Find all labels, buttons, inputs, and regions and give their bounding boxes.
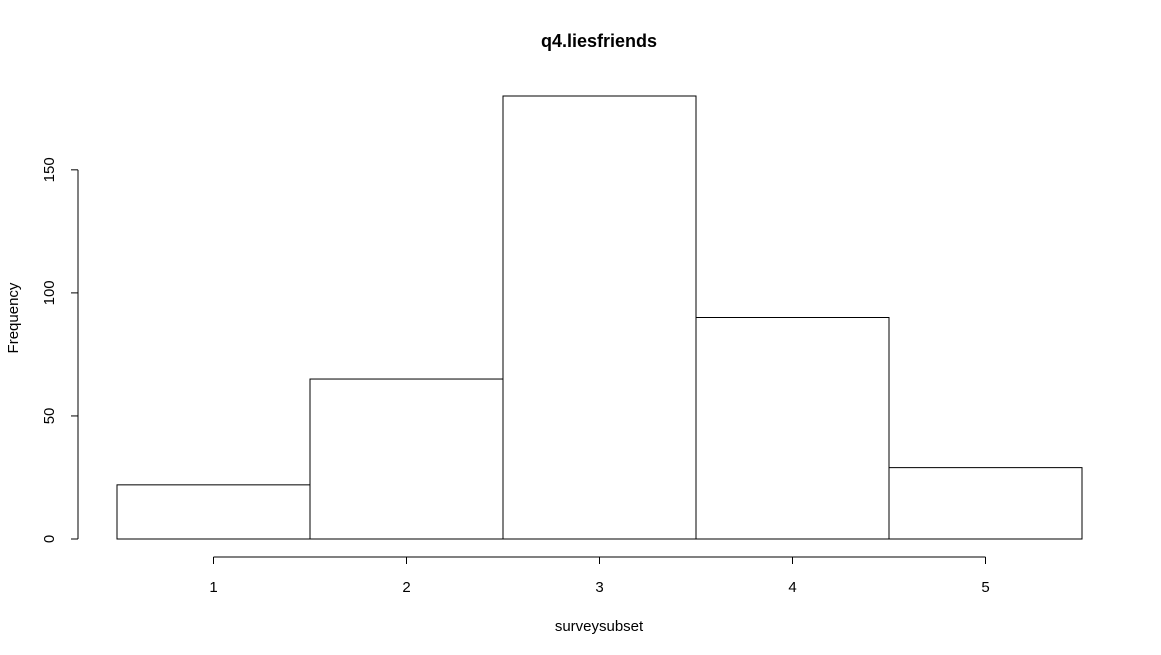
x-tick-label: 1	[209, 579, 217, 596]
x-axis-title: surveysubset	[555, 618, 644, 635]
y-axis-title: Frequency	[5, 282, 22, 353]
bar-4	[695, 317, 890, 540]
y-tick-label: 0	[41, 535, 58, 543]
x-tick-label: 3	[595, 579, 603, 596]
x-tick-label: 2	[402, 579, 410, 596]
bars-group	[116, 95, 1083, 540]
bar-5	[888, 467, 1083, 540]
bar-1	[116, 484, 311, 540]
y-tick-label: 50	[41, 408, 58, 425]
x-tick-label: 4	[788, 579, 796, 596]
x-axis: 1 2 3 4 5	[209, 556, 990, 596]
x-tick-label: 5	[981, 579, 989, 596]
bar-2	[309, 378, 504, 540]
chart-title: q4.liesfriends	[541, 31, 657, 51]
y-tick-label: 100	[41, 280, 58, 305]
y-tick-label: 150	[41, 157, 58, 182]
y-axis: 0 50 100 150	[41, 157, 79, 543]
bar-3	[502, 95, 697, 540]
